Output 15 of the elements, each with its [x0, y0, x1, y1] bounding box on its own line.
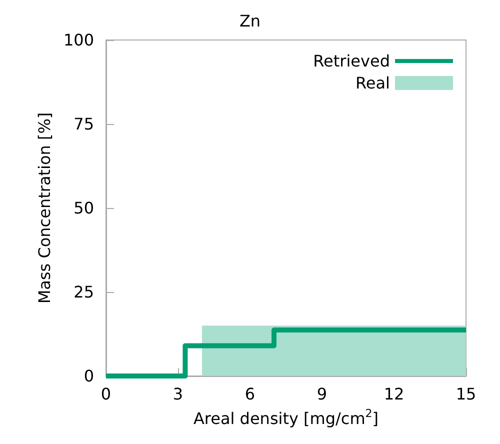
- y-tick-label: 50: [74, 198, 94, 218]
- legend-label: Real: [356, 74, 390, 92]
- x-tick-label: 3: [172, 384, 184, 404]
- x-tick-label: 0: [100, 384, 112, 404]
- y-axis-title: Mass Concentration [%]: [35, 112, 54, 304]
- y-tick-label: 0: [84, 366, 94, 386]
- x-tick-label: 12: [384, 384, 404, 404]
- y-tick-label: 25: [74, 282, 94, 302]
- y-tick-label: 100: [63, 30, 94, 50]
- x-tick-label: 15: [456, 384, 476, 404]
- legend-label: Retrieved: [313, 52, 390, 70]
- x-tick-label: 9: [316, 384, 328, 404]
- y-tick-label: 75: [74, 114, 94, 134]
- chart-title: Zn: [239, 12, 261, 30]
- x-tick-label: 6: [244, 384, 256, 404]
